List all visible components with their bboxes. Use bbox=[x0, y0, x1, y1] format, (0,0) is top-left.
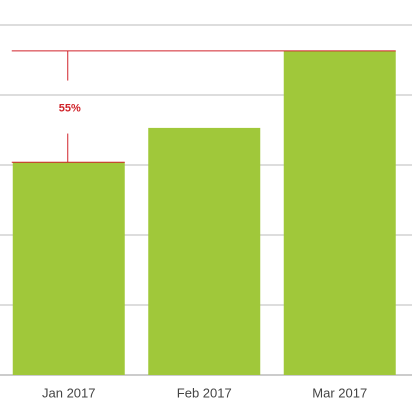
annotation-label: 55% bbox=[59, 102, 81, 114]
x-tick-label: Mar 2017 bbox=[312, 385, 367, 400]
x-tick-label: Feb 2017 bbox=[177, 385, 232, 400]
bar bbox=[12, 162, 125, 375]
bar bbox=[148, 127, 261, 376]
bar bbox=[283, 50, 396, 376]
x-tick-label: Jan 2017 bbox=[42, 385, 96, 400]
